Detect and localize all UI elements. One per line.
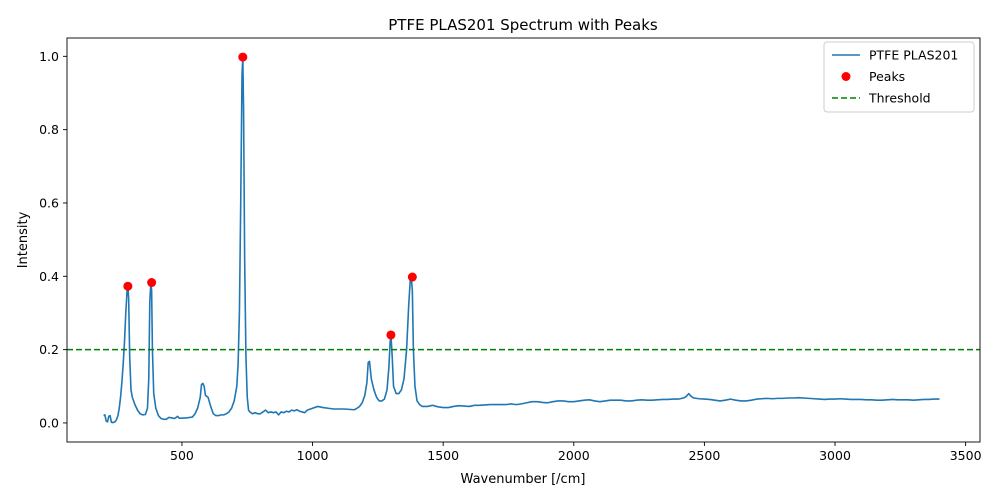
series-line-ptfe-plas201: [103, 56, 940, 424]
x-axis-title: Wavenumber [/cm]: [461, 472, 586, 487]
y-axis-title: Intensity: [16, 211, 31, 268]
y-tick-label: 0.6: [39, 195, 59, 210]
data-layer: [67, 52, 980, 424]
x-tick-label: 3000: [819, 448, 851, 463]
peak-marker: [407, 272, 417, 282]
x-tick-label: 1000: [297, 448, 329, 463]
x-tick-label: 3500: [950, 448, 982, 463]
y-tick-label: 0.4: [39, 269, 59, 284]
peak-marker: [147, 278, 157, 288]
legend: PTFE PLAS201 Peaks Threshold: [823, 41, 975, 113]
x-tick-label: 500: [170, 448, 194, 463]
legend-swatch-marker: [841, 72, 851, 81]
y-tick-label: 0.0: [39, 415, 59, 430]
x-tick-label: 1500: [427, 448, 459, 463]
legend-label: PTFE PLAS201: [869, 48, 958, 63]
legend-box: [823, 41, 975, 113]
peak-marker: [238, 52, 248, 62]
x-tick-label: 2500: [688, 448, 720, 463]
axes: 500 1000 1500 2000 2500 3000 3500 0.0 0.2 0.4 0.6 0…: [39, 37, 982, 463]
y-tick-label: 0.8: [39, 122, 59, 137]
y-tick-label: 0.2: [39, 342, 59, 357]
y-tick-label: 1.0: [39, 49, 59, 64]
peak-marker: [386, 330, 396, 340]
legend-label: Threshold: [868, 91, 931, 106]
peak-marker: [123, 281, 133, 291]
x-tick-label: 2000: [558, 448, 590, 463]
axes-frame: [66, 37, 981, 443]
legend-label: Peaks: [869, 69, 905, 84]
chart-title: PTFE PLAS201 Spectrum with Peaks: [388, 16, 658, 34]
